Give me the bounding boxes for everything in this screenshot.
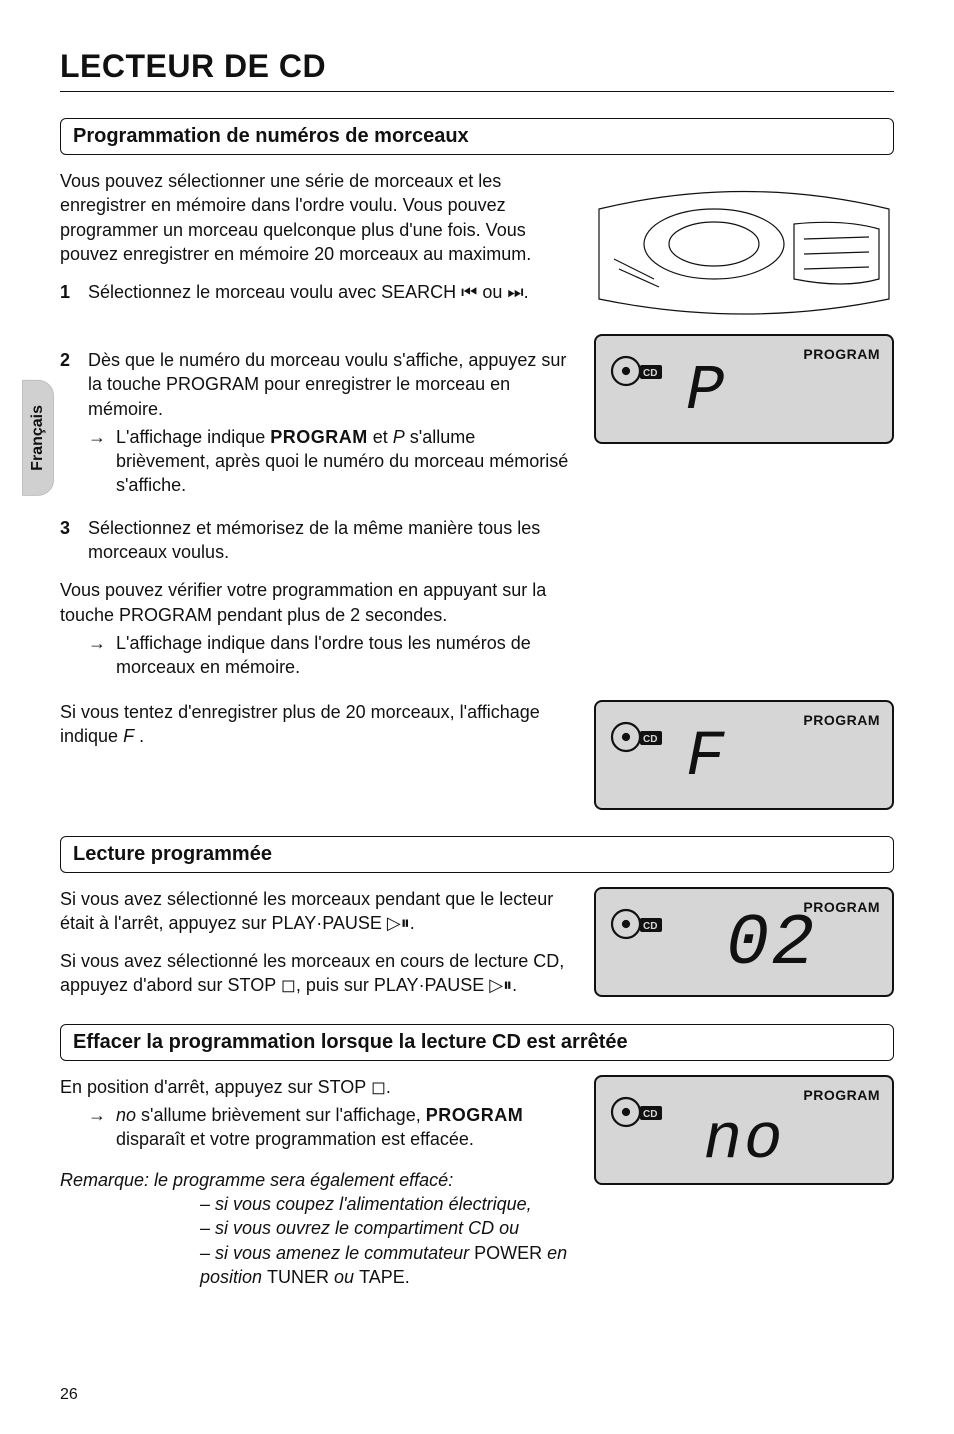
cd-icon: CD [610,354,664,393]
cd-icon: CD [610,907,664,946]
arrow-icon: → [88,425,106,498]
note-lead: Remarque: le programme sera également ef… [60,1168,574,1192]
note-3: – si vous amenez le commutateur POWER en… [200,1241,574,1290]
lcd-program-label: PROGRAM [803,712,880,728]
title-rule [60,91,894,92]
step-number-1: 1 [60,280,78,304]
svg-text:CD: CD [643,921,657,932]
section1-heading: Programmation de numéros de morceaux [60,118,894,155]
step-2-sub: L'affichage indique PROGRAM et P s'allum… [116,425,574,498]
section1-intro: Vous pouvez sélectionner une série de mo… [60,169,574,266]
lcd-seg-f: F [686,722,726,794]
section3-heading: Effacer la programmation lorsque la lect… [60,1024,894,1061]
svg-text:CD: CD [643,734,657,745]
verify-text: Vous pouvez vérifier votre programmation… [60,578,574,627]
lcd-panel-02: CD PROGRAM 02 [594,887,894,997]
lcd-panel-f: CD PROGRAM F [594,700,894,810]
arrow-icon: → [88,1103,106,1152]
lcd-panel-p: CD PROGRAM P [594,334,894,444]
section3-p1: En position d'arrêt, appuyez sur STOP ◻. [60,1075,574,1099]
section2-p2: Si vous avez sélectionné les morceaux en… [60,949,574,998]
page-number: 26 [60,1386,78,1404]
section2-p1: Si vous avez sélectionné les morceaux pe… [60,887,574,936]
section3-sub: no s'allume brièvement sur l'affichage, … [116,1103,574,1152]
arrow-icon: → [88,631,106,680]
svg-text:CD: CD [643,368,657,379]
chapter-title: LECTEUR DE CD [60,48,894,85]
step-1-text: Sélectionnez le morceau voulu avec SEARC… [88,280,529,304]
lcd-program-label: PROGRAM [803,1087,880,1103]
lcd-program-label: PROGRAM [803,346,880,362]
verify-sub: L'affichage indique dans l'ordre tous le… [116,631,574,680]
step-number-2: 2 [60,348,78,502]
language-tab: Français [22,380,54,496]
step-2-text: Dès que le numéro du morceau voulu s'aff… [88,350,566,419]
device-illustration [594,169,894,329]
step-3-text: Sélectionnez et mémorisez de la même man… [88,516,574,565]
lcd-seg-02: 02 [726,903,816,985]
note-1: – si vous coupez l'alimentation électriq… [200,1192,574,1216]
lcd-panel-no: CD PROGRAM no [594,1075,894,1185]
cd-icon: CD [610,720,664,759]
note-2: – si vous ouvrez le compartiment CD ou [200,1216,574,1240]
step-number-3: 3 [60,516,78,565]
lcd-seg-no: no [596,1105,892,1177]
lcd-seg-p: P [686,356,726,428]
section2-heading: Lecture programmée [60,836,894,873]
overflow-text: Si vous tentez d'enregistrer plus de 20 … [60,700,574,749]
